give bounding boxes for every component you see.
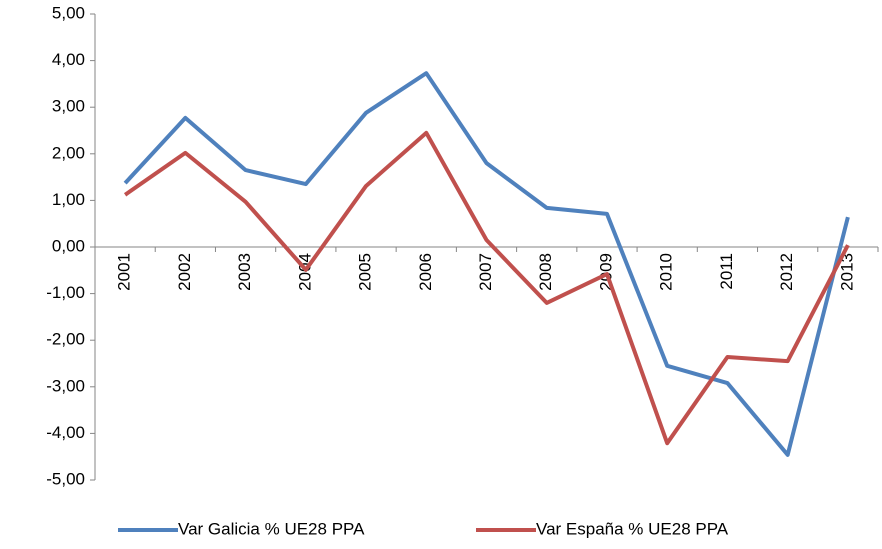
y-tick-label: 4,00 — [52, 50, 85, 69]
series-line — [123, 71, 850, 457]
x-tick-label: 2003 — [235, 253, 254, 291]
x-tick-label: 2013 — [837, 253, 856, 291]
x-tick-label: 2005 — [356, 253, 375, 291]
y-tick-label: 1,00 — [52, 190, 85, 209]
y-tick-label: 0,00 — [52, 236, 85, 255]
series-line — [123, 130, 850, 446]
y-tick-label: 3,00 — [52, 97, 85, 116]
legend-label: Var España % UE28 PPA — [536, 519, 729, 538]
x-tick-label: 2008 — [536, 253, 555, 291]
y-tick-label: -1,00 — [46, 283, 85, 302]
y-tick-label: 2,00 — [52, 143, 85, 162]
x-tick-label: 2010 — [657, 253, 676, 291]
y-tick-label: -2,00 — [46, 330, 85, 349]
y-tick-label: -5,00 — [46, 469, 85, 488]
y-tick-label: -3,00 — [46, 376, 85, 395]
x-tick-label: 2007 — [476, 253, 495, 291]
x-tick-label: 2012 — [777, 253, 796, 291]
y-tick-label: 5,00 — [52, 3, 85, 22]
legend-label: Var Galicia % UE28 PPA — [178, 519, 365, 538]
x-tick-label: 2006 — [416, 253, 435, 291]
y-tick-label: -4,00 — [46, 423, 85, 442]
x-tick-label: 2011 — [717, 253, 736, 290]
x-tick-label: 2002 — [175, 253, 194, 291]
x-tick-label: 2001 — [115, 253, 134, 291]
